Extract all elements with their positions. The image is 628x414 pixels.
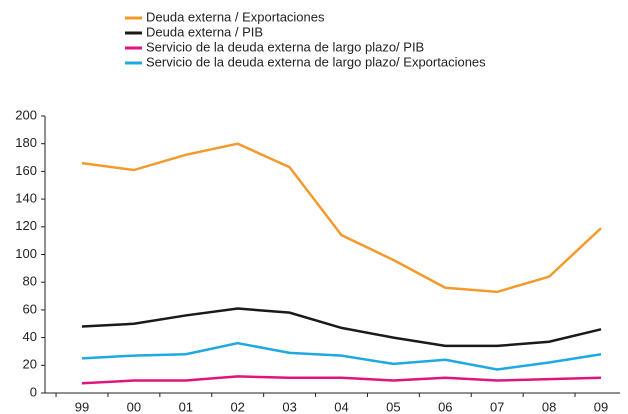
y-tick-label: 20: [23, 357, 37, 372]
x-tick-label: 00: [127, 399, 141, 414]
x-tick-label: 07: [490, 399, 504, 414]
y-tick-label: 40: [23, 329, 37, 344]
y-tick-label: 120: [15, 218, 37, 233]
legend-label: Servicio de la deuda externa de largo pl…: [146, 39, 424, 54]
x-tick-label: 99: [75, 399, 89, 414]
y-tick-label: 100: [15, 246, 37, 261]
legend-label: Deuda externa / Exportaciones: [146, 9, 325, 24]
legend-label: Deuda externa / PIB: [146, 24, 263, 39]
legend-label: Servicio de la deuda externa de largo pl…: [146, 54, 486, 69]
x-tick-label: 01: [179, 399, 193, 414]
y-tick-label: 140: [15, 191, 37, 206]
x-tick-label: 09: [594, 399, 608, 414]
data-line: [81, 341, 602, 371]
data-line: [81, 142, 602, 294]
y-tick-label: 180: [15, 135, 37, 150]
y-tick-label: 160: [15, 163, 37, 178]
y-tick-label: 200: [15, 107, 37, 122]
y-tick-label: 0: [30, 384, 37, 399]
y-tick-label: 80: [23, 274, 37, 289]
x-tick-label: 08: [542, 399, 556, 414]
data-line: [81, 307, 602, 348]
x-tick-label: 03: [282, 399, 296, 414]
x-tick-label: 04: [334, 399, 348, 414]
x-tick-label: 05: [386, 399, 400, 414]
x-tick-label: 02: [230, 399, 244, 414]
y-tick-label: 60: [23, 301, 37, 316]
x-tick-label: 06: [438, 399, 452, 414]
data-line: [81, 375, 602, 385]
